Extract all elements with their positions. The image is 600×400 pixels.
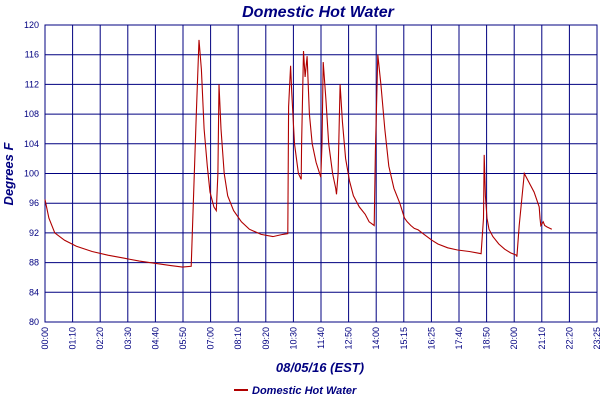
y-tick-label: 84	[29, 287, 39, 297]
y-tick-label: 88	[29, 258, 39, 268]
y-tick-label: 92	[29, 228, 39, 238]
x-tick-label: 23:25	[592, 327, 600, 350]
x-axis-title: 08/05/16 (EST)	[276, 360, 364, 375]
x-tick-label: 16:25	[426, 327, 436, 350]
x-tick-label: 20:00	[509, 327, 519, 350]
x-tick-label: 05:50	[178, 327, 188, 350]
x-tick-label: 11:40	[316, 327, 326, 349]
series-line-domestic-hot-water	[44, 39, 553, 268]
x-tick-label: 09:20	[261, 327, 271, 350]
x-tick-labels: 00:00 01:10 02:20 03:30 04:40 05:50 07:00 08:10…	[40, 327, 600, 350]
x-tick-label: 22:20	[564, 327, 574, 350]
y-tick-label: 104	[24, 139, 39, 149]
chart-title: Domestic Hot Water	[242, 4, 395, 21]
x-tick-label: 07:00	[206, 327, 216, 350]
x-tick-label: 14:00	[371, 327, 381, 350]
x-tick-label: 12:50	[344, 327, 354, 350]
y-tick-label: 100	[24, 169, 39, 179]
x-tick-label: 18:50	[482, 327, 492, 350]
x-tick-label: 17:40	[454, 327, 464, 350]
legend-label: Domestic Hot Water	[252, 385, 357, 397]
x-tick-label: 00:00	[40, 327, 50, 350]
y-tick-label: 80	[29, 317, 39, 327]
y-tick-label: 120	[24, 20, 39, 30]
x-tick-label: 15:15	[399, 327, 409, 350]
x-tick-label: 10:30	[288, 327, 298, 350]
y-tick-labels: 80 84 88 92 96 100 104 108 112 116 120	[24, 20, 39, 327]
x-tick-label: 01:10	[68, 327, 78, 350]
x-tick-label: 08:10	[233, 327, 243, 350]
legend: Domestic Hot Water	[234, 385, 357, 397]
x-tick-label: 03:30	[123, 327, 133, 350]
y-tick-label: 108	[24, 109, 39, 119]
x-tick-label: 04:40	[150, 327, 160, 350]
grid-lines	[44, 24, 598, 323]
y-tick-label: 96	[29, 198, 39, 208]
y-tick-label: 112	[25, 79, 39, 89]
y-tick-label: 116	[25, 50, 39, 60]
x-tick-label: 21:10	[537, 327, 547, 350]
x-tick-label: 02:20	[95, 327, 105, 350]
y-axis-title: Degrees F	[1, 142, 16, 206]
